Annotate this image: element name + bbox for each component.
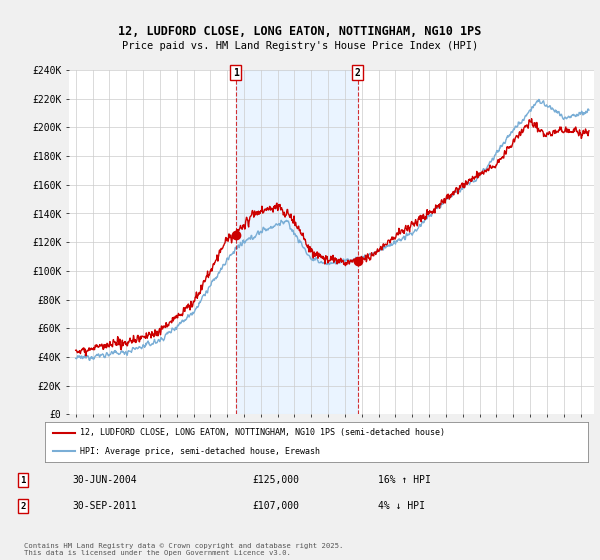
Text: 12, LUDFORD CLOSE, LONG EATON, NOTTINGHAM, NG10 1PS (semi-detached house): 12, LUDFORD CLOSE, LONG EATON, NOTTINGHA…	[80, 428, 445, 437]
Text: 4% ↓ HPI: 4% ↓ HPI	[378, 501, 425, 511]
Text: £107,000: £107,000	[252, 501, 299, 511]
Text: £125,000: £125,000	[252, 475, 299, 485]
Text: Contains HM Land Registry data © Crown copyright and database right 2025.
This d: Contains HM Land Registry data © Crown c…	[24, 543, 343, 557]
Text: 2: 2	[20, 502, 25, 511]
Text: 30-SEP-2011: 30-SEP-2011	[72, 501, 137, 511]
Text: 16% ↑ HPI: 16% ↑ HPI	[378, 475, 431, 485]
Text: HPI: Average price, semi-detached house, Erewash: HPI: Average price, semi-detached house,…	[80, 447, 320, 456]
Text: 1: 1	[233, 68, 239, 78]
Text: 2: 2	[355, 68, 361, 78]
Text: 12, LUDFORD CLOSE, LONG EATON, NOTTINGHAM, NG10 1PS: 12, LUDFORD CLOSE, LONG EATON, NOTTINGHA…	[118, 25, 482, 39]
Bar	[236, 70, 358, 414]
Text: 1: 1	[20, 475, 25, 485]
Text: 30-JUN-2004: 30-JUN-2004	[72, 475, 137, 485]
Text: Price paid vs. HM Land Registry's House Price Index (HPI): Price paid vs. HM Land Registry's House …	[122, 41, 478, 51]
